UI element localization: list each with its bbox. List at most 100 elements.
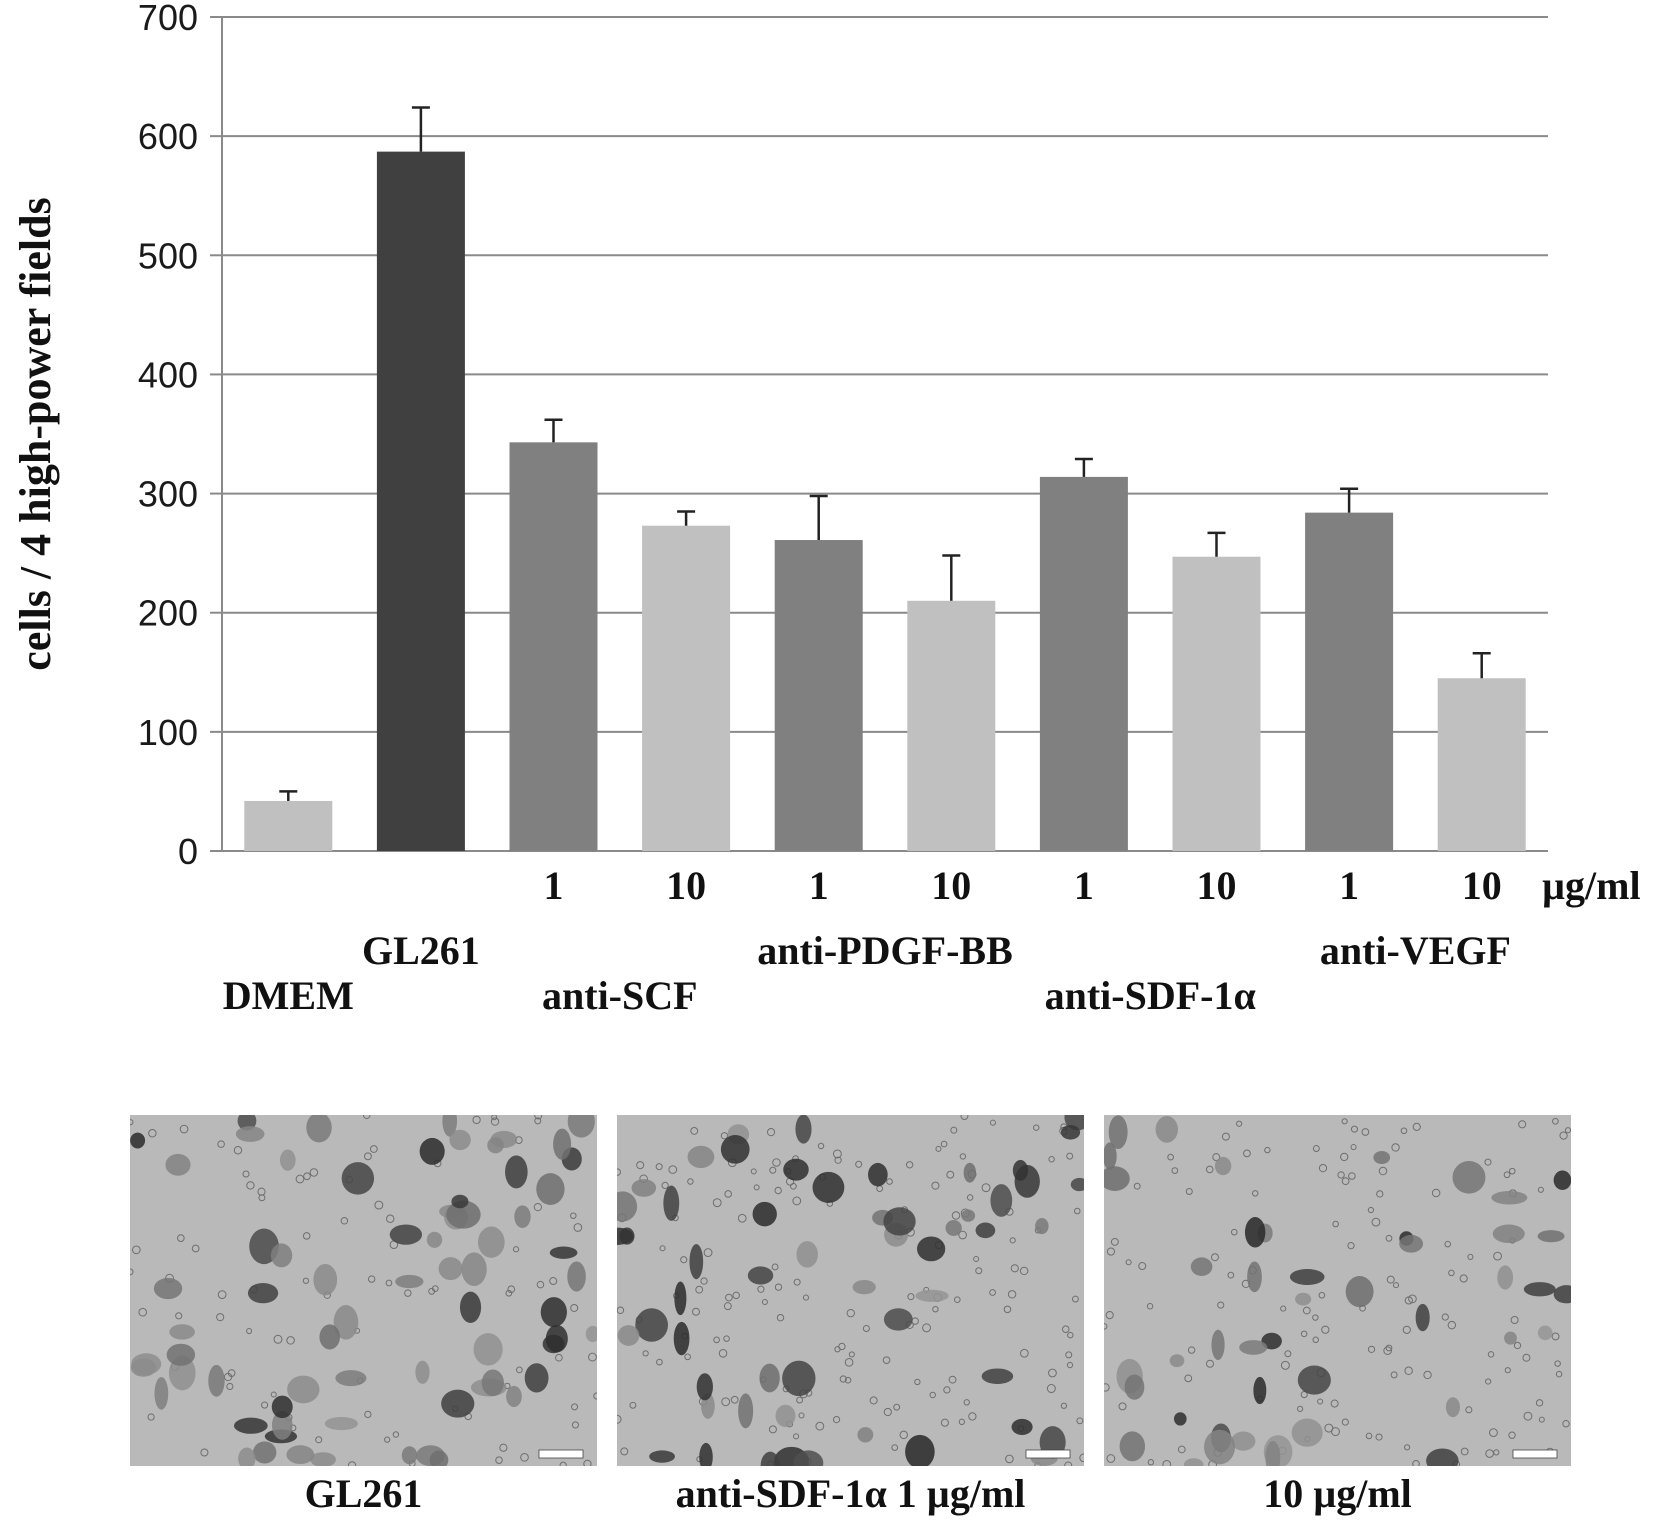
small-cell: [617, 1414, 622, 1424]
small-cell: [838, 1342, 846, 1351]
small-cell: [1341, 1418, 1349, 1426]
small-cell: [1236, 1120, 1243, 1127]
small-cell: [668, 1165, 678, 1174]
small-cell: [1187, 1346, 1196, 1354]
small-cell: [1554, 1360, 1561, 1367]
small-cell: [730, 1395, 739, 1404]
small-cell: [905, 1161, 914, 1169]
small-cell: [1390, 1371, 1398, 1379]
cell-cluster: [617, 1325, 640, 1346]
small-cell: [1375, 1433, 1383, 1441]
cell-cluster: [1239, 1340, 1268, 1355]
small-cell: [876, 1185, 884, 1193]
small-cell: [555, 1353, 563, 1362]
small-cell: [570, 1303, 579, 1312]
small-cell: [303, 1172, 311, 1181]
small-cell: [771, 1263, 779, 1271]
small-cell: [1350, 1125, 1359, 1133]
small-cell: [1065, 1351, 1073, 1359]
dose-label: 10: [1462, 863, 1502, 908]
small-cell: [1484, 1158, 1492, 1166]
small-cell: [1367, 1345, 1376, 1353]
small-cell: [1459, 1274, 1468, 1283]
group-label: anti-SDF-1α: [1045, 973, 1256, 1018]
small-cell: [757, 1285, 765, 1293]
small-cell: [295, 1174, 305, 1184]
cell-cluster: [401, 1446, 418, 1465]
small-cell: [718, 1348, 728, 1358]
small-cell: [1212, 1153, 1221, 1162]
cell-cluster: [696, 1373, 713, 1401]
cell-cluster: [1523, 1282, 1556, 1297]
small-cell: [687, 1178, 694, 1185]
cell-cluster: [426, 1231, 443, 1248]
small-cell: [712, 1198, 722, 1208]
small-cell: [691, 1307, 700, 1316]
dose-label: 1: [1339, 863, 1359, 908]
micrograph-texture: [1104, 1115, 1571, 1466]
small-cell: [1513, 1341, 1522, 1350]
small-cell: [1221, 1132, 1230, 1141]
small-cell: [1402, 1325, 1411, 1334]
small-cell: [907, 1293, 915, 1301]
small-cell: [516, 1366, 523, 1374]
cell-cluster: [252, 1441, 277, 1464]
micrograph-gl261: [130, 1115, 597, 1466]
small-cell: [737, 1213, 747, 1223]
small-cell: [1005, 1454, 1014, 1464]
cell-cluster: [990, 1184, 1013, 1217]
small-cell: [286, 1336, 295, 1345]
cell-cluster: [473, 1333, 503, 1366]
small-cell: [720, 1132, 729, 1140]
cell-cluster: [1537, 1325, 1553, 1341]
small-cell: [392, 1431, 400, 1438]
small-cell: [1504, 1367, 1511, 1374]
small-cell: [315, 1436, 323, 1444]
cell-cluster: [505, 1155, 528, 1189]
small-cell: [834, 1156, 842, 1164]
group-label: anti-VEGF: [1320, 928, 1511, 973]
small-cell: [776, 1313, 785, 1322]
cell-cluster: [477, 1226, 505, 1258]
small-cell: [844, 1358, 854, 1367]
small-cell: [534, 1117, 542, 1125]
y-tick-label: 500: [138, 235, 198, 276]
small-cell: [1365, 1432, 1373, 1440]
cell-cluster: [487, 1137, 504, 1154]
small-cell: [958, 1418, 966, 1425]
cell-cluster: [1497, 1265, 1514, 1290]
unit-label: µg/ml: [1542, 863, 1641, 908]
y-tick-label: 700: [138, 0, 198, 38]
cell-cluster: [310, 1452, 336, 1466]
bar: [244, 800, 333, 851]
small-cell: [1106, 1454, 1116, 1463]
small-cell: [1066, 1361, 1074, 1369]
small-cell: [490, 1117, 500, 1126]
cell-cluster: [635, 1308, 668, 1342]
small-cell: [1465, 1406, 1473, 1414]
small-cell: [216, 1313, 225, 1322]
cell-cluster: [759, 1363, 780, 1393]
cell-cluster: [153, 1277, 183, 1300]
cell-cluster: [154, 1377, 169, 1410]
small-cell: [1391, 1143, 1400, 1152]
cell-cluster: [506, 1385, 522, 1408]
small-cell: [1341, 1118, 1348, 1125]
small-cell: [1340, 1152, 1349, 1162]
cell-cluster: [1492, 1224, 1525, 1244]
small-cell: [1167, 1153, 1174, 1161]
small-cell: [620, 1447, 629, 1456]
small-cell: [1079, 1453, 1084, 1463]
small-cell: [1162, 1459, 1172, 1466]
cell-cluster: [674, 1281, 687, 1316]
small-cell: [1341, 1177, 1350, 1186]
small-cell: [1367, 1206, 1375, 1214]
cell-cluster: [760, 1451, 780, 1466]
small-cell: [1493, 1251, 1502, 1261]
small-cell: [723, 1335, 730, 1342]
small-cell: [975, 1267, 983, 1275]
cell-cluster: [963, 1162, 977, 1183]
cell-cluster: [905, 1434, 935, 1466]
cell-cluster: [617, 1191, 638, 1222]
small-cell: [721, 1397, 731, 1407]
